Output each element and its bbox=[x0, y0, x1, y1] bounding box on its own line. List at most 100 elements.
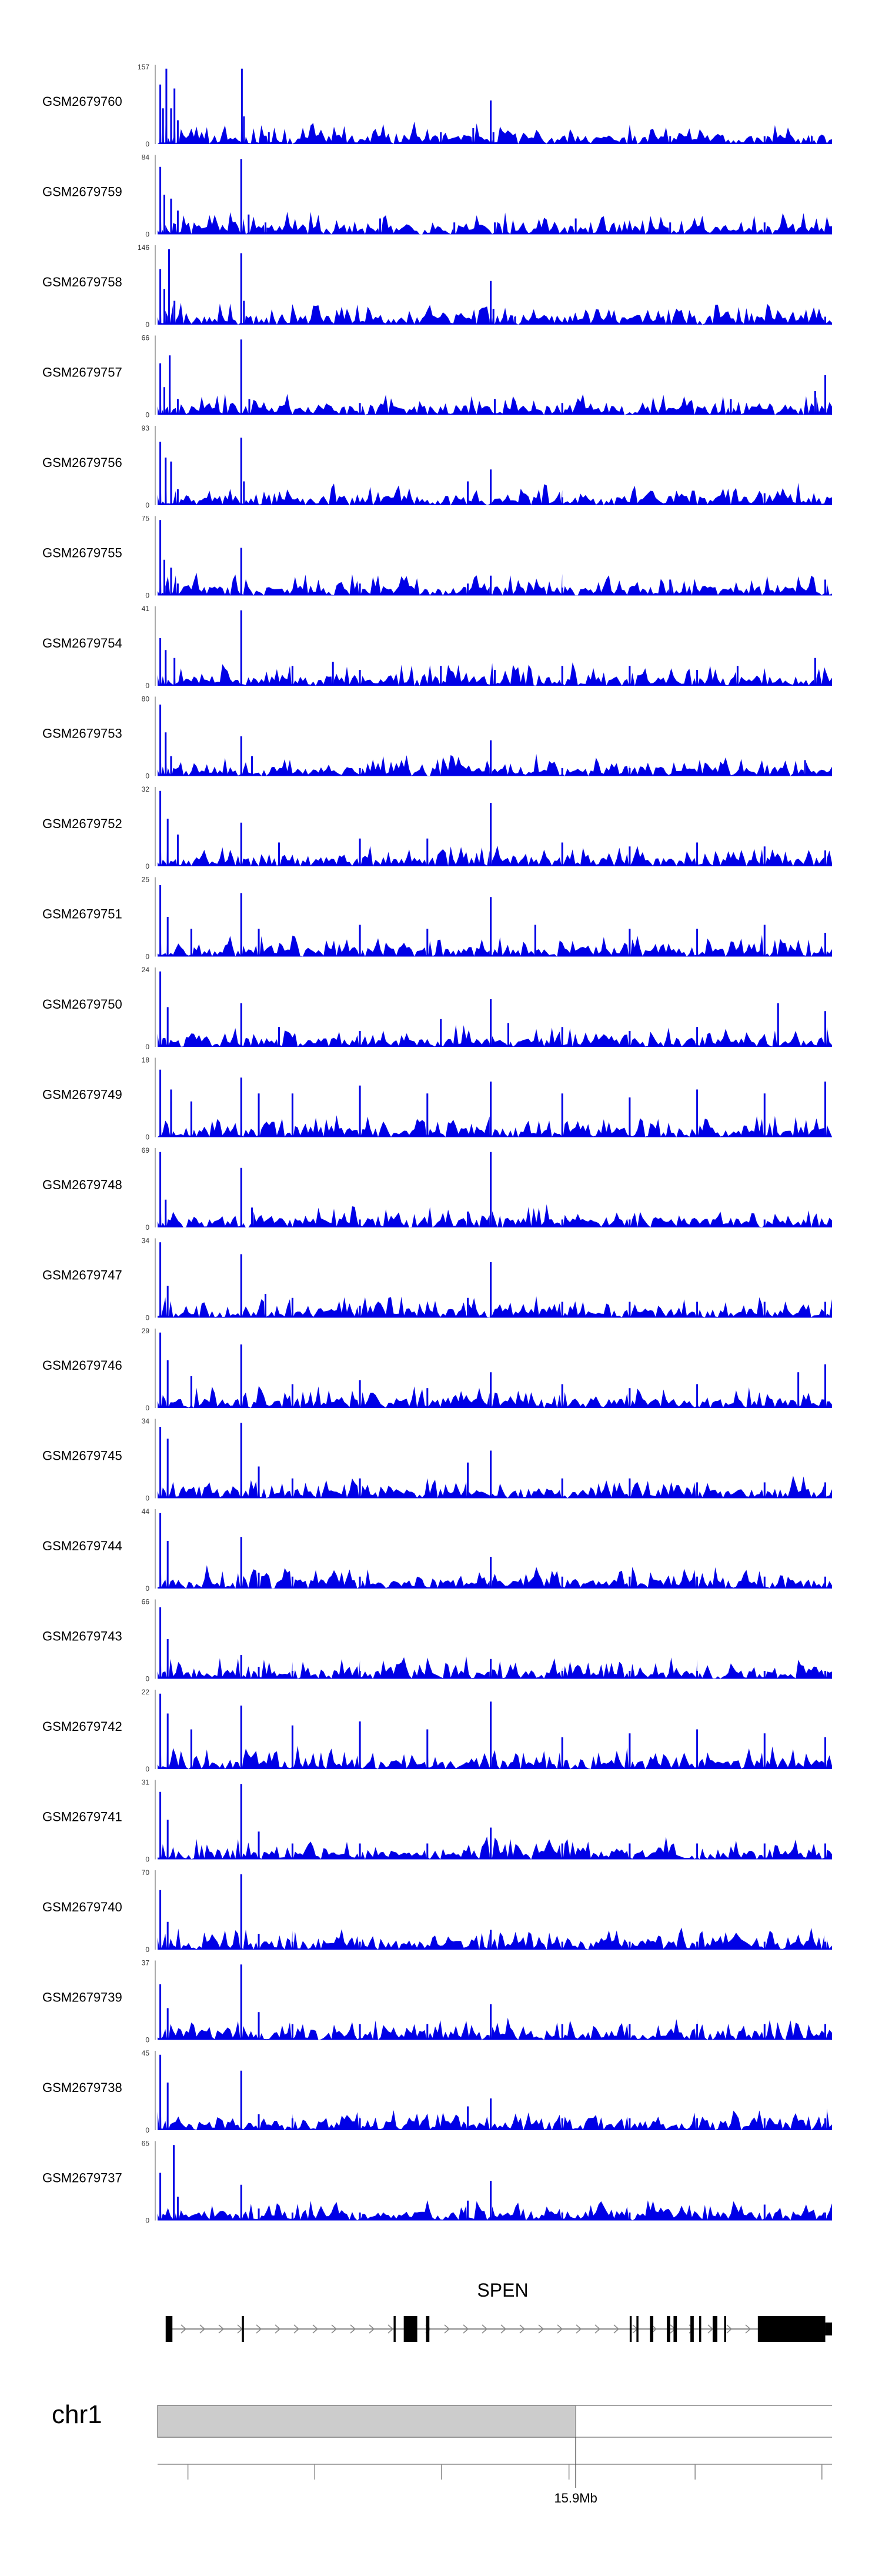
track-label: GSM2679750 bbox=[42, 997, 122, 1012]
exon bbox=[699, 2316, 701, 2342]
y-zero-label: 0 bbox=[145, 1946, 149, 1954]
y-zero-label: 0 bbox=[145, 1133, 149, 1142]
chromosome-label: chr1 bbox=[52, 2400, 102, 2429]
y-zero-label: 0 bbox=[145, 411, 149, 419]
strand-arrow bbox=[275, 2324, 281, 2334]
track-label: GSM2679746 bbox=[42, 1358, 122, 1373]
track-GSM2679743: GSM2679743 66 0 bbox=[42, 1598, 832, 1683]
coverage-area bbox=[158, 705, 832, 776]
exon bbox=[426, 2316, 430, 2342]
exon bbox=[724, 2316, 726, 2342]
y-max-label: 18 bbox=[142, 1056, 150, 1065]
y-max-label: 29 bbox=[142, 1327, 150, 1335]
track-GSM2679756: GSM2679756 93 0 bbox=[42, 424, 832, 509]
track-GSM2679755: GSM2679755 75 0 bbox=[42, 515, 832, 600]
y-zero-label: 0 bbox=[145, 2126, 149, 2134]
y-zero-label: 0 bbox=[145, 2036, 149, 2044]
strand-arrow bbox=[726, 2324, 733, 2334]
track-GSM2679760: GSM2679760 157 0 bbox=[42, 63, 832, 148]
y-zero-label: 0 bbox=[145, 953, 149, 961]
strand-arrow bbox=[256, 2324, 262, 2334]
gene-model: SPEN bbox=[165, 2280, 832, 2342]
exon bbox=[673, 2316, 677, 2342]
y-zero-label: 0 bbox=[145, 2217, 149, 2225]
y-max-label: 66 bbox=[142, 1598, 150, 1606]
track-label: GSM2679743 bbox=[42, 1629, 122, 1644]
track-GSM2679739: GSM2679739 37 0 bbox=[42, 1959, 832, 2044]
y-max-label: 93 bbox=[142, 424, 150, 432]
y-max-label: 34 bbox=[142, 1417, 150, 1426]
track-GSM2679759: GSM2679759 84 0 bbox=[42, 154, 832, 239]
scale-tick-label: 15.9Mb bbox=[554, 2491, 597, 2505]
track-label: GSM2679759 bbox=[42, 185, 122, 199]
track-label: GSM2679754 bbox=[42, 636, 122, 650]
track-GSM2679753: GSM2679753 80 0 bbox=[42, 695, 832, 780]
track-label: GSM2679753 bbox=[42, 726, 122, 741]
chromosome-ideogram: chr1 15.9Mb bbox=[52, 2400, 832, 2505]
y-zero-label: 0 bbox=[145, 1043, 149, 1051]
strand-arrow bbox=[538, 2324, 544, 2334]
y-zero-label: 0 bbox=[145, 231, 149, 239]
track-label: GSM2679751 bbox=[42, 907, 122, 922]
track-label: GSM2679742 bbox=[42, 1719, 122, 1734]
track-GSM2679758: GSM2679758 146 0 bbox=[42, 243, 832, 329]
coverage-area bbox=[158, 339, 832, 415]
y-max-label: 69 bbox=[142, 1146, 150, 1154]
track-label: GSM2679752 bbox=[42, 816, 122, 831]
gene-name: SPEN bbox=[477, 2280, 528, 2301]
track-label: GSM2679744 bbox=[42, 1539, 122, 1553]
track-GSM2679738: GSM2679738 45 0 bbox=[42, 2049, 832, 2134]
track-GSM2679751: GSM2679751 25 0 bbox=[42, 876, 832, 961]
y-max-label: 37 bbox=[142, 1959, 150, 1967]
y-zero-label: 0 bbox=[145, 862, 149, 870]
strand-arrow bbox=[293, 2324, 300, 2334]
ideogram-highlight bbox=[157, 2405, 576, 2438]
exon bbox=[712, 2316, 718, 2342]
track-GSM2679750: GSM2679750 24 0 bbox=[42, 966, 832, 1051]
y-max-label: 24 bbox=[142, 966, 150, 974]
y-max-label: 66 bbox=[142, 334, 150, 342]
y-zero-label: 0 bbox=[145, 1314, 149, 1322]
y-max-label: 44 bbox=[142, 1507, 150, 1516]
track-label: GSM2679757 bbox=[42, 365, 122, 380]
y-zero-label: 0 bbox=[145, 1675, 149, 1683]
y-zero-label: 0 bbox=[145, 1494, 149, 1503]
y-max-label: 146 bbox=[138, 243, 149, 252]
y-max-label: 45 bbox=[142, 2049, 150, 2057]
track-GSM2679745: GSM2679745 34 0 bbox=[42, 1417, 832, 1503]
strand-arrow bbox=[444, 2324, 450, 2334]
y-max-label: 65 bbox=[142, 2140, 150, 2148]
y-zero-label: 0 bbox=[145, 501, 149, 509]
exon bbox=[403, 2316, 417, 2342]
exon bbox=[393, 2316, 396, 2342]
y-max-label: 75 bbox=[142, 515, 150, 523]
y-zero-label: 0 bbox=[145, 1856, 149, 1864]
strand-arrow bbox=[312, 2324, 319, 2334]
track-label: GSM2679756 bbox=[42, 455, 122, 470]
track-label: GSM2679755 bbox=[42, 546, 122, 560]
y-max-label: 25 bbox=[142, 876, 150, 884]
track-label: GSM2679737 bbox=[42, 2171, 122, 2185]
track-GSM2679748: GSM2679748 69 0 bbox=[42, 1146, 832, 1232]
track-label: GSM2679741 bbox=[42, 1810, 122, 1824]
coverage-area bbox=[158, 971, 832, 1047]
strand-arrow bbox=[557, 2324, 563, 2334]
y-zero-label: 0 bbox=[145, 140, 149, 148]
track-label: GSM2679758 bbox=[42, 275, 122, 289]
y-zero-label: 0 bbox=[145, 682, 149, 690]
strand-arrow bbox=[613, 2324, 620, 2334]
exon bbox=[825, 2323, 832, 2335]
track-GSM2679757: GSM2679757 66 0 bbox=[42, 334, 832, 419]
strand-arrow bbox=[594, 2324, 601, 2334]
coverage-tracks: GSM2679760 157 0 GSM2679759 84 0 GSM2679758 146… bbox=[42, 63, 832, 2225]
track-label: GSM2679749 bbox=[42, 1087, 122, 1102]
strand-arrow bbox=[350, 2324, 356, 2334]
strand-arrow bbox=[369, 2324, 375, 2334]
track-GSM2679749: GSM2679749 18 0 bbox=[42, 1056, 832, 1142]
exon bbox=[629, 2316, 632, 2342]
strand-arrow bbox=[181, 2324, 187, 2334]
strand-arrow bbox=[218, 2324, 225, 2334]
strand-arrow bbox=[463, 2324, 469, 2334]
